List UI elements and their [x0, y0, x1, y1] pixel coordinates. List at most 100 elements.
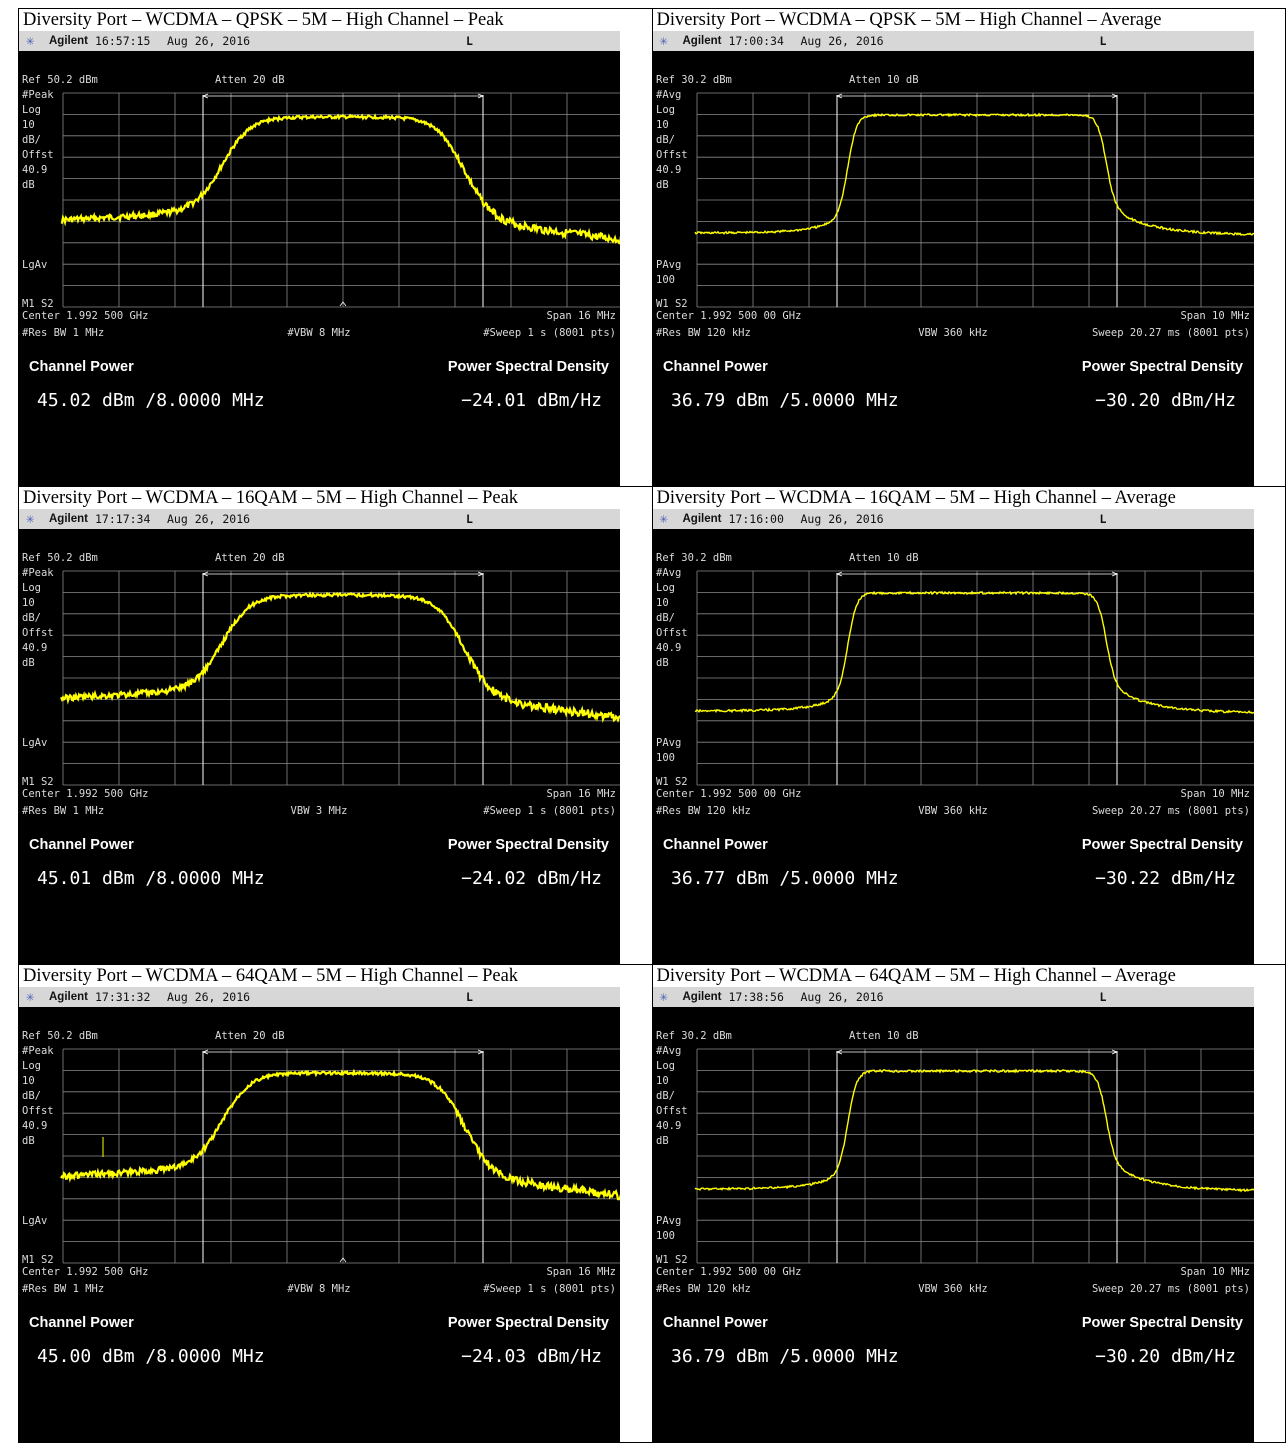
spectrum-display: Ref 50.2 dBm Atten 20 dB #Peak Log 10 dB/Offs… — [22, 74, 620, 411]
analyzer-status-bar: ✳ Agilent 17:16:00 Aug 26, 2016 L — [652, 509, 1254, 529]
marker-status-label: W1 S2 — [656, 298, 688, 310]
ref-level-label: Ref 30.2 dBm — [656, 1030, 732, 1042]
ref-level-label: Ref 50.2 dBm — [22, 1030, 98, 1042]
graticule — [696, 570, 1254, 786]
ref-level-label: Ref 30.2 dBm — [656, 552, 732, 564]
vbw-label: VBW 360 kHz — [918, 1283, 988, 1295]
psd-value: −30.22 dBm/Hz — [1095, 868, 1236, 889]
scale-label: 40.9 — [22, 164, 47, 176]
scale-label: dB/ — [656, 612, 675, 624]
spectrum-trace — [694, 1068, 1254, 1193]
sweep-label: Sweep 20.27 ms (8001 pts) — [1091, 327, 1249, 339]
timestamp: 17:31:32 — [95, 990, 151, 1004]
cell-title: Diversity Port – WCDMA – 16QAM – 5M – Hi… — [23, 488, 519, 508]
graticule — [62, 570, 620, 786]
vbw-label: #VBW 8 MHz — [287, 327, 350, 339]
arrow-left-icon — [835, 93, 842, 99]
arrow-left-icon — [201, 93, 209, 99]
brand-label: Agilent — [49, 991, 88, 1003]
channel-power-heading: Channel Power — [663, 1315, 768, 1331]
scale-label: dB/ — [22, 1090, 41, 1102]
cell-4: Diversity Port – WCDMA – 64QAM – 5M – Hi… — [18, 964, 653, 1443]
sweep-label: Sweep 20.27 ms (8001 pts) — [1091, 1283, 1249, 1295]
channel-power-value: 45.00 dBm /8.0000 MHz — [37, 1346, 265, 1367]
channel-power-value: 45.01 dBm /8.0000 MHz — [37, 868, 265, 889]
cell-1: Diversity Port – WCDMA – QPSK – 5M – Hig… — [651, 8, 1286, 487]
arrow-left-icon — [201, 1049, 209, 1055]
psd-heading: Power Spectral Density — [1081, 359, 1242, 375]
attenuation-label: Atten 10 dB — [849, 74, 919, 86]
rbw-label: #Res BW 120 kHz — [656, 805, 751, 817]
psd-heading: Power Spectral Density — [1081, 837, 1242, 853]
scale-label: dB — [22, 1135, 35, 1147]
attenuation-label: Atten 20 dB — [215, 552, 285, 564]
attenuation-label: Atten 20 dB — [215, 74, 285, 86]
scale-label: 40.9 — [656, 164, 681, 176]
graticule — [696, 92, 1254, 308]
span-label: Span 16 MHz — [546, 788, 616, 800]
psd-value: −30.20 dBm/Hz — [1095, 1346, 1236, 1367]
scale-label: dB — [22, 179, 35, 191]
analyzer-screenshot: ✳ Agilent 17:00:34 Aug 26, 2016 L Ref 30.2 dB… — [652, 31, 1254, 486]
scale-label: Offst — [656, 149, 688, 161]
analyzer-status-bar: ✳ Agilent 17:38:56 Aug 26, 2016 L — [652, 987, 1254, 1007]
analyzer-status-bar: ✳ Agilent 17:31:32 Aug 26, 2016 L — [19, 987, 620, 1007]
marker-status-label: M1 S2 — [22, 298, 54, 310]
date-label: Aug 26, 2016 — [800, 512, 884, 526]
graticule — [696, 1048, 1254, 1264]
span-label: Span 16 MHz — [546, 310, 616, 322]
sweep-label: #Sweep 1 s (8001 pts) — [483, 327, 616, 339]
local-flag: L — [1099, 990, 1107, 1004]
cell-title: Diversity Port – WCDMA – 16QAM – 5M – Hi… — [656, 488, 1176, 508]
marker-status-label: M1 S2 — [22, 1254, 54, 1266]
spectrum-trace — [694, 590, 1254, 714]
spectrum-display: Ref 50.2 dBm Atten 20 dB #Peak Log 10 dB/Offs… — [22, 1030, 620, 1367]
detector-label: #Avg — [656, 1045, 681, 1057]
scale-label: 10 — [656, 119, 669, 131]
scale-label: dB/ — [22, 134, 41, 146]
scale-label: dB — [22, 657, 35, 669]
span-label: Span 16 MHz — [546, 1266, 616, 1278]
spectrum-display: Ref 30.2 dBm Atten 10 dB #Avg Log 10 dB/Offst… — [656, 74, 1254, 411]
agilent-spark-icon: ✳ — [659, 33, 668, 49]
vbw-label: VBW 3 MHz — [291, 805, 348, 817]
psd-value: −30.20 dBm/Hz — [1095, 390, 1236, 411]
scale-label: Log — [656, 104, 675, 116]
avg-label: LgAv — [22, 259, 47, 271]
span-label: Span 10 MHz — [1180, 788, 1250, 800]
attenuation-label: Atten 10 dB — [849, 1030, 919, 1042]
rbw-label: #Res BW 120 kHz — [656, 327, 751, 339]
avg-count-label: 100 — [656, 274, 675, 286]
brand-label: Agilent — [49, 35, 88, 47]
psd-value: −24.01 dBm/Hz — [461, 390, 602, 411]
rbw-label: #Res BW 120 kHz — [656, 1283, 751, 1295]
local-flag: L — [466, 512, 473, 526]
attenuation-label: Atten 20 dB — [215, 1030, 285, 1042]
scale-label: 10 — [656, 1075, 669, 1087]
vbw-label: VBW 360 kHz — [918, 805, 988, 817]
scale-label: Offst — [22, 149, 54, 161]
vbw-label: VBW 360 kHz — [918, 327, 988, 339]
analyzer-status-bar: ✳ Agilent 17:00:34 Aug 26, 2016 L — [652, 31, 1254, 51]
scale-label: 40.9 — [656, 1120, 681, 1132]
channel-power-value: 36.77 dBm /5.0000 MHz — [671, 868, 899, 889]
local-flag: L — [466, 990, 473, 1004]
scale-label: 10 — [656, 597, 669, 609]
spectrum-display: Ref 30.2 dBm Atten 10 dB #Avg Log 10 dB/Offst… — [656, 552, 1254, 889]
timestamp: 16:57:15 — [95, 34, 151, 48]
spectrum-trace — [693, 112, 1254, 236]
cell-0: Diversity Port – WCDMA – QPSK – 5M – Hig… — [18, 8, 653, 487]
center-frequency-label: Center 1.992 500 GHz — [22, 788, 148, 800]
detector-label: #Peak — [22, 89, 54, 101]
analyzer-screenshot: ✳ Agilent 17:38:56 Aug 26, 2016 L Ref 30.2 dB… — [652, 987, 1254, 1442]
scale-label: dB — [656, 179, 669, 191]
arrow-right-icon — [1111, 571, 1118, 577]
avg-label: LgAv — [22, 737, 47, 749]
spectrum-trace — [59, 591, 620, 723]
timestamp: 17:17:34 — [95, 512, 151, 526]
detector-label: #Peak — [22, 567, 54, 579]
agilent-spark-icon: ✳ — [26, 33, 35, 49]
cell-title: Diversity Port – WCDMA – QPSK – 5M – Hig… — [656, 10, 1162, 30]
agilent-spark-icon: ✳ — [659, 511, 668, 527]
spectrum-display: Ref 30.2 dBm Atten 10 dB #Avg Log 10 dB/Offst… — [656, 1030, 1254, 1367]
